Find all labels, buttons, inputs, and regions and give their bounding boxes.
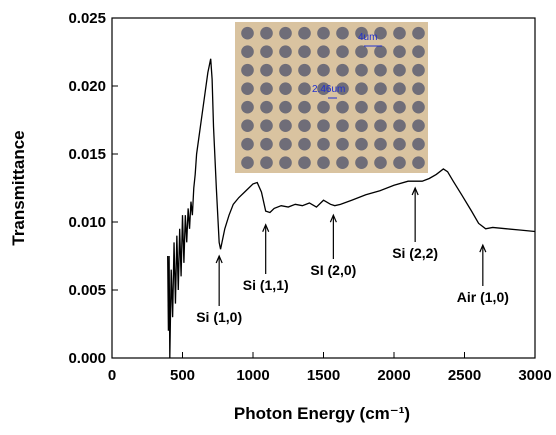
x-tick-label: 3000	[518, 367, 551, 384]
x-tick-label: 2500	[448, 367, 481, 384]
arrow-head	[479, 243, 487, 253]
x-tick-label: 0	[108, 367, 116, 384]
annotation-label: Si (2,2)	[392, 245, 438, 261]
x-axis-title: Photon Energy (cm⁻¹)	[234, 404, 410, 423]
inset-image: 4um 2.46um	[235, 22, 428, 173]
x-tick-label: 1500	[307, 367, 340, 384]
arrow-head	[215, 254, 223, 264]
annotation-label: Air (1,0)	[457, 289, 509, 305]
data-line	[167, 58, 536, 359]
y-tick-label: 0.000	[68, 350, 106, 367]
y-axis-title: Transmittance	[9, 130, 28, 245]
arrow-head	[262, 223, 270, 232]
x-tick-label: 500	[170, 367, 195, 384]
annotation-label: Si (1,1)	[243, 277, 289, 293]
annotation-label: Si (1,0)	[196, 309, 242, 325]
y-tick-label: 0.010	[68, 214, 106, 231]
x-tick-label: 2000	[377, 367, 410, 384]
inset-label: 4um	[358, 32, 377, 43]
y-tick-label: 0.015	[68, 146, 106, 163]
arrow-head	[329, 213, 337, 223]
arrow-head	[411, 186, 419, 196]
inset-label: 2.46um	[312, 84, 345, 95]
x-tick-label: 1000	[236, 367, 269, 384]
y-tick-label: 0.005	[68, 282, 106, 299]
y-tick-label: 0.020	[68, 78, 106, 95]
y-tick-label: 0.025	[68, 10, 106, 27]
annotation-label: SI (2,0)	[310, 262, 356, 278]
